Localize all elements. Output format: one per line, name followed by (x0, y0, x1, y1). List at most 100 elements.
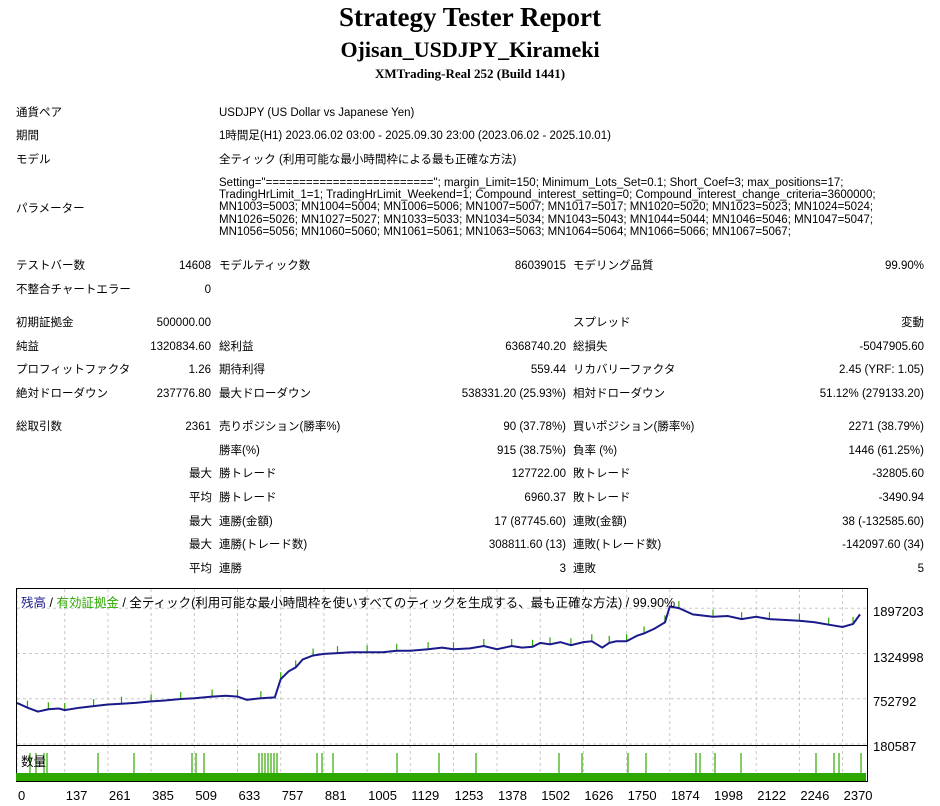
y-tick-label: 1324998 (873, 650, 924, 665)
y-tick-label: 1897203 (873, 604, 924, 619)
chart-svg (16, 589, 867, 781)
x-tick-label: 2246 (800, 788, 830, 803)
net-profit-value: 1320834.60 (150, 341, 211, 353)
server-name: XMTrading-Real 252 (Build 1441) (374, 66, 566, 81)
balance-line (16, 605, 861, 713)
legend-equity: 有効証拠金 (56, 596, 119, 610)
profit-factor-label: プロフィットファクタ (16, 364, 131, 376)
expert-name: Ojisan_USDJPY_Kirameki (340, 37, 600, 62)
mismatch-value: 0 (204, 284, 211, 296)
x-tick-label: 633 (238, 788, 261, 803)
volume-label: 数量 (21, 755, 47, 769)
x-tick-label: 1998 (714, 788, 743, 803)
largest-loss-value: -32805.60 (872, 468, 924, 480)
x-tick-label: 757 (281, 788, 304, 803)
avg-win-value: 6960.37 (524, 492, 566, 504)
cons-losses-value: 38 (-132585.60) (842, 516, 924, 528)
expected-payoff-value: 559.44 (530, 364, 566, 376)
avg-loss-value: -3490.94 (878, 492, 924, 504)
rel-drawdown-value: 51.12% (279133.20) (819, 388, 924, 400)
cons-losses-label: 連敗(金額) (573, 516, 627, 528)
bars-label: テストバー数 (16, 260, 85, 272)
loss-rate-value: 1446 (61.25%) (848, 445, 924, 457)
gross-loss-label: 総損失 (573, 341, 608, 353)
avg-label: 平均 (189, 563, 212, 575)
abs-drawdown-value: 237776.80 (156, 388, 211, 400)
recovery-factor-label: リカバリーファクタ (573, 364, 676, 376)
long-positions-label: 買いポジション(勝率%) (573, 421, 695, 433)
period-label: 期間 (16, 130, 39, 142)
volume-band (16, 773, 866, 781)
cons-profit-label: 連勝(トレード数) (219, 539, 308, 551)
y-tick-label: 752792 (873, 694, 917, 709)
deposit-label: 初期証拠金 (16, 317, 74, 329)
x-tick-label: 137 (65, 788, 88, 803)
ticks-value: 86039015 (514, 260, 566, 272)
x-tick-label: 261 (108, 788, 131, 803)
mismatch-label: 不整合チャートエラー (16, 284, 131, 296)
net-profit-label: 純益 (16, 341, 39, 353)
max-label: 最大 (189, 539, 212, 551)
win-rate-value: 915 (38.75%) (496, 445, 566, 457)
params-line: Setting="========================="; mar… (219, 177, 844, 189)
params-line: MN1003=5003; MN1004=5004; MN1006=5006; M… (219, 201, 874, 214)
x-tick-label: 509 (195, 788, 218, 803)
ticks-label: モデルティック数 (219, 260, 311, 272)
max-drawdown-label: 最大ドローダウン (219, 388, 311, 400)
x-tick-label: 881 (324, 788, 347, 803)
abs-drawdown-label: 絶対ドローダウン (16, 388, 108, 400)
x-tick-label: 1378 (498, 788, 527, 803)
largest-loss-label: 敗トレード (573, 468, 631, 480)
quality-label: モデリング品質 (573, 260, 654, 272)
profit-factor-value: 1.26 (188, 364, 211, 376)
avg-win-label: 勝トレード (219, 492, 277, 504)
short-positions-label: 売りポジション(勝率%) (219, 421, 341, 433)
largest-win-label: 勝トレード (219, 468, 277, 480)
avg-label: 平均 (189, 492, 212, 504)
x-tick-label: 1129 (411, 788, 440, 803)
x-tick-label: 0 (18, 788, 26, 803)
avg-cons-losses-label: 連敗 (573, 563, 596, 575)
max-label: 最大 (189, 468, 212, 480)
volume-panel (16, 745, 868, 783)
quality-value: 99.90% (884, 260, 924, 272)
cons-loss-value: -142097.60 (34) (842, 539, 924, 551)
max-label: 最大 (189, 516, 212, 528)
symbol-value: USDJPY (US Dollar vs Japanese Yen) (219, 107, 415, 119)
symbol-label: 通貨ペア (16, 107, 62, 119)
avg-loss-label: 敗トレード (573, 492, 631, 504)
long-positions-value: 2271 (38.79%) (848, 421, 924, 433)
gross-profit-value: 6368740.20 (505, 341, 566, 353)
params-line: MN1026=5026; MN1027=5027; MN1033=5033; M… (219, 213, 874, 226)
cons-wins-value: 17 (87745.60) (494, 516, 566, 528)
total-trades-value: 2361 (185, 421, 211, 433)
loss-rate-label: 負率 (%) (573, 445, 618, 457)
expected-payoff-label: 期待利得 (219, 364, 265, 376)
legend-sep: / (46, 596, 57, 610)
cons-loss-label: 連敗(トレード数) (573, 539, 662, 551)
chart-legend: 残高 / 有効証拠金 / 全ティック(利用可能な最小時間枠を使いすべてのティック… (21, 592, 675, 611)
largest-win-value: 127722.00 (511, 468, 566, 480)
short-positions-value: 90 (37.78%) (503, 421, 566, 433)
win-rate-label: 勝率(%) (219, 445, 260, 457)
avg-cons-wins-label: 連勝 (219, 563, 242, 575)
bars-value: 14608 (179, 260, 211, 272)
x-tick-label: 385 (152, 788, 174, 803)
x-tick-label: 1005 (368, 788, 398, 803)
x-tick-label: 1502 (541, 788, 571, 803)
x-tick-label: 1626 (584, 788, 614, 803)
x-tick-label: 1750 (627, 788, 657, 803)
cons-profit-value: 308811.60 (13) (488, 539, 566, 551)
legend-description: / 全ティック(利用可能な最小時間枠を使いすべてのティックを生成する、最も正確な… (118, 596, 676, 610)
model-label: モデル (16, 154, 51, 166)
balance-chart (16, 588, 868, 782)
params-line: TradingHrLimit_1=1; TradingHrLimit_Weeke… (219, 189, 876, 202)
x-tick-label: 2370 (843, 788, 873, 803)
recovery-factor-value: 2.45 (YRF: 1.05) (838, 364, 924, 376)
x-tick-label: 1874 (670, 788, 700, 803)
legend-balance: 残高 (21, 596, 47, 610)
cons-wins-label: 連勝(金額) (219, 516, 273, 528)
x-tick-label: 1253 (454, 788, 484, 803)
total-trades-label: 総取引数 (16, 421, 62, 433)
spread-label: スプレッド (573, 317, 631, 329)
